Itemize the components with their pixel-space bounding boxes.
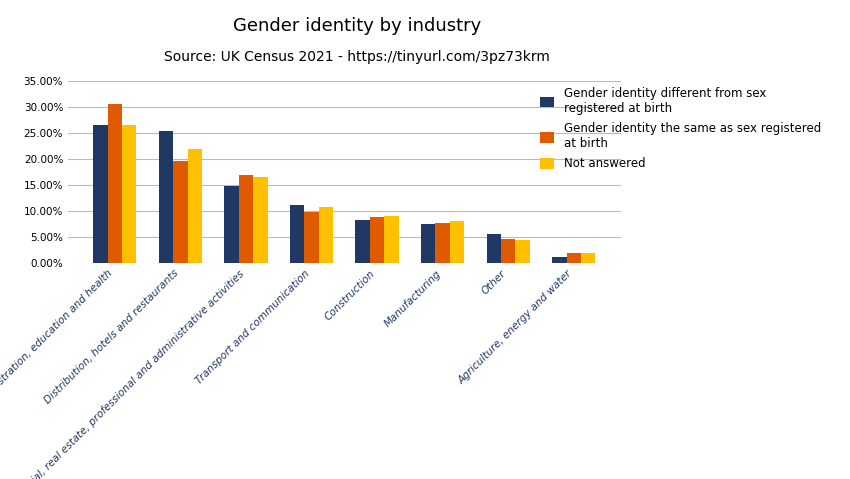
Text: Gender identity by industry: Gender identity by industry (233, 17, 481, 35)
Bar (108, 104, 122, 263)
Bar (304, 213, 319, 263)
Bar (122, 125, 136, 263)
Bar (173, 161, 188, 263)
Bar (94, 125, 108, 263)
Bar (253, 177, 268, 263)
Bar (581, 252, 595, 263)
Bar (319, 207, 333, 263)
Bar (421, 225, 435, 263)
Bar (224, 186, 239, 263)
Text: Source: UK Census 2021 - https://tinyurl.com/3pz73krm: Source: UK Census 2021 - https://tinyurl… (164, 50, 550, 64)
Bar (552, 257, 567, 263)
Bar (501, 239, 515, 263)
Bar (370, 217, 384, 263)
Bar (384, 216, 399, 263)
Bar (515, 240, 530, 263)
Bar (355, 220, 370, 263)
Bar (159, 131, 173, 263)
Bar (188, 148, 202, 263)
Bar (486, 234, 501, 263)
Legend: Gender identity different from sex
registered at birth, Gender identity the same: Gender identity different from sex regis… (536, 84, 824, 174)
Bar (239, 174, 253, 263)
Bar (290, 205, 304, 263)
Bar (450, 221, 464, 263)
Bar (567, 253, 581, 263)
Bar (435, 223, 450, 263)
